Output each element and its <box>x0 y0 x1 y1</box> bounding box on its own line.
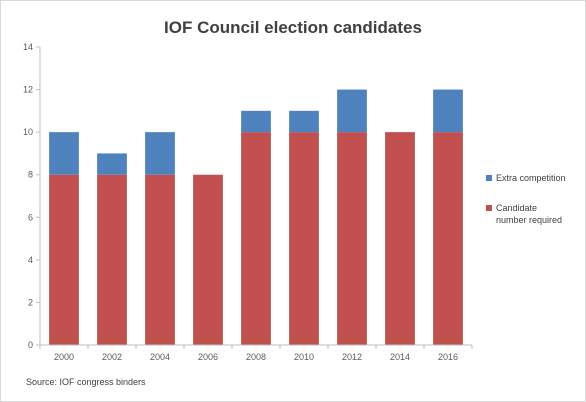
x-tick-label: 2016 <box>438 352 458 362</box>
x-tick-label: 2014 <box>390 352 410 362</box>
bar-extra-competition-2012 <box>337 89 367 133</box>
x-tick-label: 2012 <box>342 352 362 362</box>
x-tick-label: 2000 <box>54 352 74 362</box>
legend-label-extra-competition: Extra competition <box>496 173 566 183</box>
x-tick-label: 2010 <box>294 352 314 362</box>
y-tick-label: 10 <box>23 127 33 137</box>
bar-candidate-number-required-2006 <box>193 174 223 345</box>
x-tick-label: 2006 <box>198 352 218 362</box>
bar-candidate-number-required-2010 <box>289 132 319 345</box>
y-tick-label: 2 <box>28 297 33 307</box>
y-tick-label: 4 <box>28 255 33 265</box>
bar-candidate-number-required-2004 <box>145 174 175 345</box>
bar-extra-competition-2008 <box>241 110 271 133</box>
bar-candidate-number-required-2016 <box>433 132 463 345</box>
bar-candidate-number-required-2008 <box>241 132 271 345</box>
bar-extra-competition-2010 <box>289 110 319 133</box>
bar-extra-competition-2002 <box>97 153 127 175</box>
bar-extra-competition-2004 <box>145 132 175 175</box>
y-tick-label: 6 <box>28 212 33 222</box>
legend-swatch-candidate-number-required <box>486 205 492 211</box>
bar-candidate-number-required-2012 <box>337 132 367 345</box>
x-tick-label: 2002 <box>102 352 122 362</box>
bar-candidate-number-required-2000 <box>49 174 79 345</box>
y-tick-label: 0 <box>28 340 33 350</box>
legend-swatch-extra-competition <box>486 175 492 181</box>
bar-candidate-number-required-2002 <box>97 174 127 345</box>
legend-item-candidate-number-required: Candidate number required <box>486 202 566 226</box>
bar-candidate-number-required-2014 <box>385 132 415 345</box>
chart-title: IOF Council election candidates <box>164 18 422 37</box>
x-tick-label: 2008 <box>246 352 266 362</box>
bar-extra-competition-2016 <box>433 89 463 133</box>
y-tick-label: 8 <box>28 170 33 180</box>
y-tick-label: 14 <box>23 42 33 52</box>
y-tick-label: 12 <box>23 85 33 95</box>
x-tick-label: 2004 <box>150 352 170 362</box>
legend-item-extra-competition: Extra competition <box>486 172 566 184</box>
bar-extra-competition-2000 <box>49 132 79 175</box>
source-note: Source: IOF congress binders <box>26 377 146 387</box>
legend-label-candidate-number-required: Candidate number required <box>496 203 563 225</box>
